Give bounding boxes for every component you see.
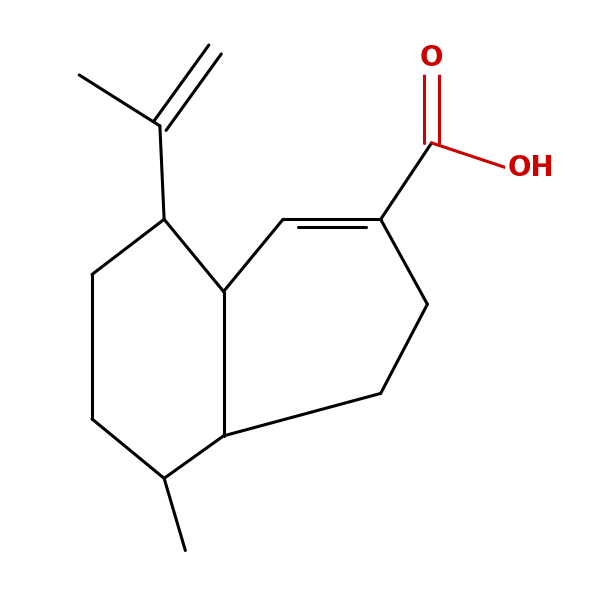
Text: OH: OH — [508, 154, 554, 182]
Text: O: O — [420, 44, 443, 72]
